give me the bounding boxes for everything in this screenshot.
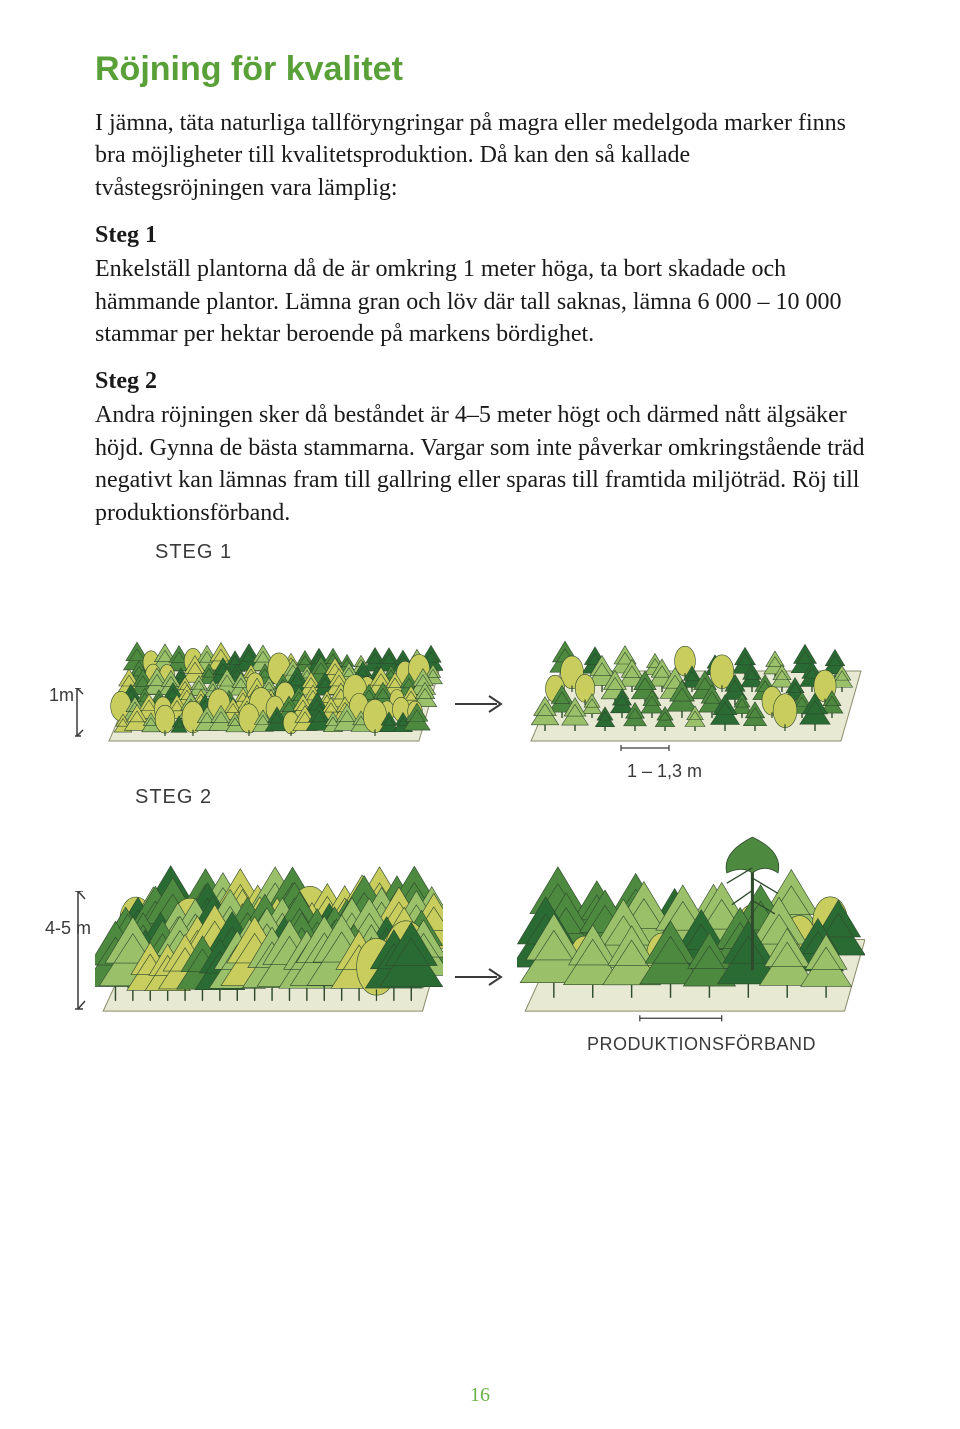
panel-2-before [95, 814, 443, 1029]
illus-row-2: 4-5 m [95, 786, 865, 1029]
intro-paragraph: I jämna, täta naturliga tallföryngringar… [95, 107, 865, 204]
forest-thin-svg [517, 571, 865, 751]
spacing-marker-1: 1 – 1,3 m [627, 761, 702, 782]
panel-1-before [95, 571, 443, 756]
forest-tall-thin-svg [517, 814, 865, 1024]
height-bracket-2 [75, 891, 97, 1011]
forest-dense-svg [95, 571, 443, 751]
arrow-1 [453, 692, 507, 756]
illustration-container: STEG 1 1m [95, 549, 865, 1029]
step1-body: Enkelställ plantorna då de är omkring 1 … [95, 253, 865, 350]
panel-1-after: 1 – 1,3 m [517, 571, 865, 756]
panel-2-after: PRODUKTIONSFÖRBAND [517, 814, 865, 1029]
step1-label: Steg 1 [95, 222, 865, 249]
height-marker-1: 1m [49, 685, 74, 706]
forest-tall-dense-svg [95, 814, 443, 1024]
step2-body: Andra röjningen sker då beståndet är 4–5… [95, 399, 865, 529]
arrow-2 [453, 965, 507, 1029]
page-title: Röjning för kvalitet [95, 50, 865, 89]
spacing-marker-2: PRODUKTIONSFÖRBAND [587, 1034, 816, 1055]
height-bracket-1 [75, 688, 95, 738]
illus-row-1: 1m [95, 549, 865, 756]
page-number: 16 [470, 1384, 490, 1407]
step2-label: Steg 2 [95, 368, 865, 395]
